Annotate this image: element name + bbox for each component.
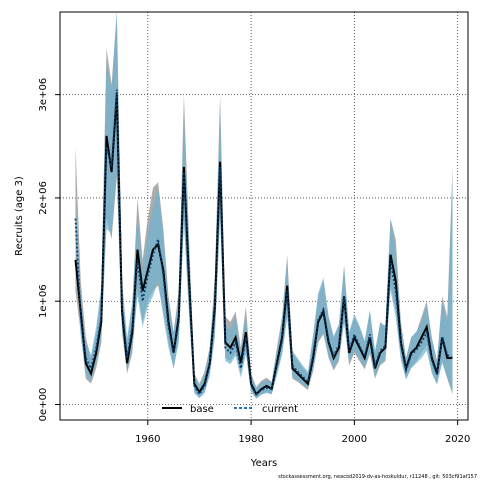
legend-label-base: base — [190, 404, 214, 415]
x-tick-label-2000: 2000 — [342, 434, 367, 445]
y-axis-ticks: 0e+00 1e+06 2e+06 3e+06 — [38, 78, 60, 421]
x-tick-label-1980: 1980 — [238, 434, 263, 445]
x-axis-ticks: 1960 1980 2000 2020 — [135, 420, 470, 445]
y-axis-title: Recruits (age 3) — [14, 176, 25, 256]
legend: base current — [162, 404, 298, 415]
footer-note: stockassessment.org, neacod2019-dv-as-ho… — [278, 474, 477, 480]
series-lines — [74, 89, 453, 396]
x-tick-label-2020: 2020 — [445, 434, 470, 445]
confidence-bands — [75, 12, 453, 399]
y-tick-label-2000000: 2e+06 — [38, 181, 49, 215]
y-tick-label-1000000: 1e+06 — [38, 284, 49, 318]
plot-frame — [59, 11, 469, 421]
grid-lines — [60, 12, 468, 420]
y-tick-label-3000000: 3e+06 — [38, 78, 49, 112]
series-line-base — [74, 94, 453, 396]
ci-band-current — [75, 12, 453, 399]
series-line-current — [74, 89, 453, 396]
x-axis-title: Years — [250, 458, 277, 469]
legend-label-current: current — [262, 404, 298, 415]
y-tick-label-0: 0e+00 — [38, 388, 49, 422]
x-tick-label-1960: 1960 — [135, 434, 160, 445]
